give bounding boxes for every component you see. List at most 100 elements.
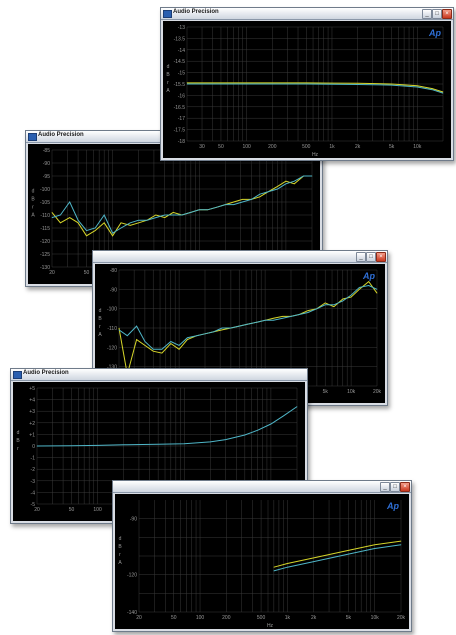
- data-point: [112, 232, 113, 234]
- data-point: [118, 327, 120, 329]
- window-title: Audio Precision: [23, 370, 69, 376]
- y-tick-label: -90: [130, 517, 137, 523]
- data-point: [190, 212, 192, 213]
- y-axis-label: r: [167, 80, 169, 86]
- window-title: Audio Precision: [38, 132, 84, 138]
- data-point: [359, 289, 360, 290]
- data-point: [129, 222, 131, 224]
- series-line-b: [51, 175, 312, 234]
- data-point: [242, 201, 243, 203]
- x-tick-label: 20: [49, 270, 55, 276]
- data-point: [60, 222, 61, 224]
- data-point: [285, 180, 287, 182]
- y-tick-label: -4: [31, 490, 36, 496]
- y-axis-label: r: [32, 205, 34, 211]
- data-point: [259, 196, 261, 198]
- data-point: [187, 339, 188, 340]
- y-tick-label: -17: [178, 116, 185, 122]
- data-point: [198, 209, 200, 211]
- minimize-button[interactable]: _: [422, 9, 432, 19]
- y-axis-label: A: [118, 560, 122, 566]
- close-button[interactable]: ×: [442, 9, 452, 19]
- y-tick-label: -115: [40, 226, 50, 232]
- data-point: [181, 214, 183, 216]
- y-tick-label: -130: [107, 365, 117, 371]
- data-point: [103, 214, 105, 216]
- data-point: [442, 91, 444, 93]
- data-point: [282, 316, 283, 317]
- data-point: [127, 335, 128, 337]
- plot-area: -13 -13.5 -14 -14.5 -15 -15.5 -16 -16.5 -17 -17.5…: [163, 21, 451, 158]
- data-point: [273, 566, 275, 568]
- close-button[interactable]: ×: [376, 252, 386, 262]
- maximize-button[interactable]: □: [390, 482, 400, 492]
- minimize-button[interactable]: _: [356, 252, 366, 262]
- data-point: [283, 415, 284, 417]
- y-tick-label: -13: [178, 25, 185, 31]
- y-tick-label: +3: [29, 409, 35, 415]
- data-point: [164, 217, 166, 218]
- close-button[interactable]: ×: [400, 482, 410, 492]
- data-point: [230, 327, 232, 329]
- y-tick-label: -120: [40, 239, 50, 245]
- minimize-button[interactable]: _: [380, 482, 390, 492]
- x-tick-label: 10k: [413, 144, 422, 150]
- series-line-b: [118, 284, 378, 350]
- data-point: [246, 82, 247, 84]
- x-axis-label: Hz: [267, 623, 274, 629]
- y-tick-label: -3: [31, 479, 36, 485]
- maximize-button[interactable]: □: [366, 252, 376, 262]
- data-point: [157, 443, 159, 445]
- data-point: [247, 323, 249, 325]
- y-tick-label: -120: [127, 573, 137, 579]
- x-tick-label: 50: [69, 507, 75, 513]
- data-point: [282, 318, 283, 319]
- window-titlebar[interactable]: _ □ ×: [93, 251, 387, 263]
- data-point: [204, 333, 206, 335]
- y-tick-label: -17.5: [174, 128, 186, 134]
- y-axis-label: r: [17, 446, 19, 452]
- data-point: [331, 82, 333, 84]
- x-tick-label: 2k: [311, 615, 317, 621]
- data-point: [333, 306, 335, 308]
- window-titlebar[interactable]: Audio Precision _ □ ×: [161, 8, 453, 20]
- data-point: [155, 217, 157, 218]
- data-point: [257, 430, 258, 431]
- maximize-button[interactable]: □: [432, 9, 442, 19]
- series-line-b: [273, 544, 402, 572]
- x-tick-label: 50: [218, 144, 224, 150]
- data-point: [270, 423, 272, 425]
- data-point: [348, 550, 349, 551]
- data-point: [60, 214, 61, 216]
- series-line-a: [36, 406, 298, 447]
- data-point: [155, 214, 157, 216]
- data-point: [69, 217, 70, 218]
- data-point: [307, 312, 309, 313]
- window-titlebar[interactable]: _ □ ×: [113, 481, 411, 493]
- data-point: [144, 341, 146, 342]
- data-point: [357, 84, 358, 85]
- y-tick-label: -80: [110, 268, 117, 274]
- ap-logo: Ap: [386, 501, 399, 511]
- y-tick-label: -15.5: [174, 82, 186, 88]
- y-axis-label: A: [31, 213, 35, 219]
- data-point: [103, 222, 105, 224]
- y-tick-label: +5: [29, 386, 35, 392]
- data-point: [178, 348, 180, 350]
- y-axis-label: B: [166, 72, 170, 78]
- data-point: [273, 570, 275, 572]
- data-point: [97, 445, 98, 446]
- data-point: [400, 540, 402, 542]
- data-point: [36, 445, 38, 447]
- y-axis-label: d: [167, 64, 170, 70]
- data-point: [432, 89, 433, 90]
- data-point: [348, 553, 349, 555]
- data-point: [259, 193, 261, 195]
- window-titlebar[interactable]: Audio Precision: [11, 369, 307, 381]
- y-tick-label: -85: [43, 148, 50, 154]
- data-point: [324, 304, 326, 306]
- data-point: [238, 325, 240, 327]
- data-point: [272, 82, 273, 84]
- x-tick-label: 1k: [285, 615, 291, 621]
